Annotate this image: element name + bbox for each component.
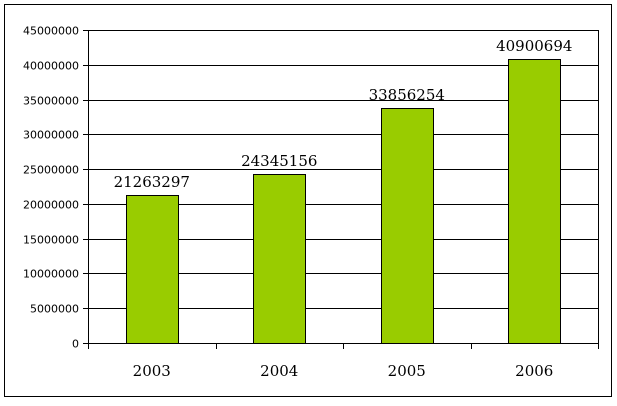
y-tick-label: 25000000 (23, 164, 79, 177)
x-category-label: 2004 (260, 362, 298, 380)
y-tick-label: 45000000 (23, 25, 79, 38)
y-tick-label: 15000000 (23, 234, 79, 247)
bar-2004 (253, 174, 306, 344)
x-category-label: 2003 (133, 362, 171, 380)
y-tick-label: 5000000 (30, 303, 79, 316)
data-label: 33856254 (369, 86, 445, 104)
y-tick-label: 35000000 (23, 95, 79, 108)
x-category-label: 2005 (388, 362, 426, 380)
x-category-label: 2006 (515, 362, 553, 380)
y-tick-label: 30000000 (23, 129, 79, 142)
y-tick-label: 10000000 (23, 268, 79, 281)
bar-2003 (126, 195, 179, 344)
bars (126, 59, 561, 344)
y-tick-label: 0 (72, 338, 79, 351)
data-label: 21263297 (114, 173, 190, 191)
y-axis: 0 5000000 10000000 15000000 20000000 25000000… (23, 25, 88, 351)
y-tick-label: 20000000 (23, 199, 79, 212)
y-tick-label: 40000000 (23, 60, 79, 73)
bar-2005 (381, 108, 434, 344)
data-label: 24345156 (241, 152, 317, 170)
data-label: 40900694 (496, 37, 572, 55)
x-axis: 2003 2004 2005 2006 (88, 343, 599, 380)
bar-2006 (508, 59, 561, 344)
data-labels: 21263297 24345156 33856254 40900694 (114, 37, 573, 191)
